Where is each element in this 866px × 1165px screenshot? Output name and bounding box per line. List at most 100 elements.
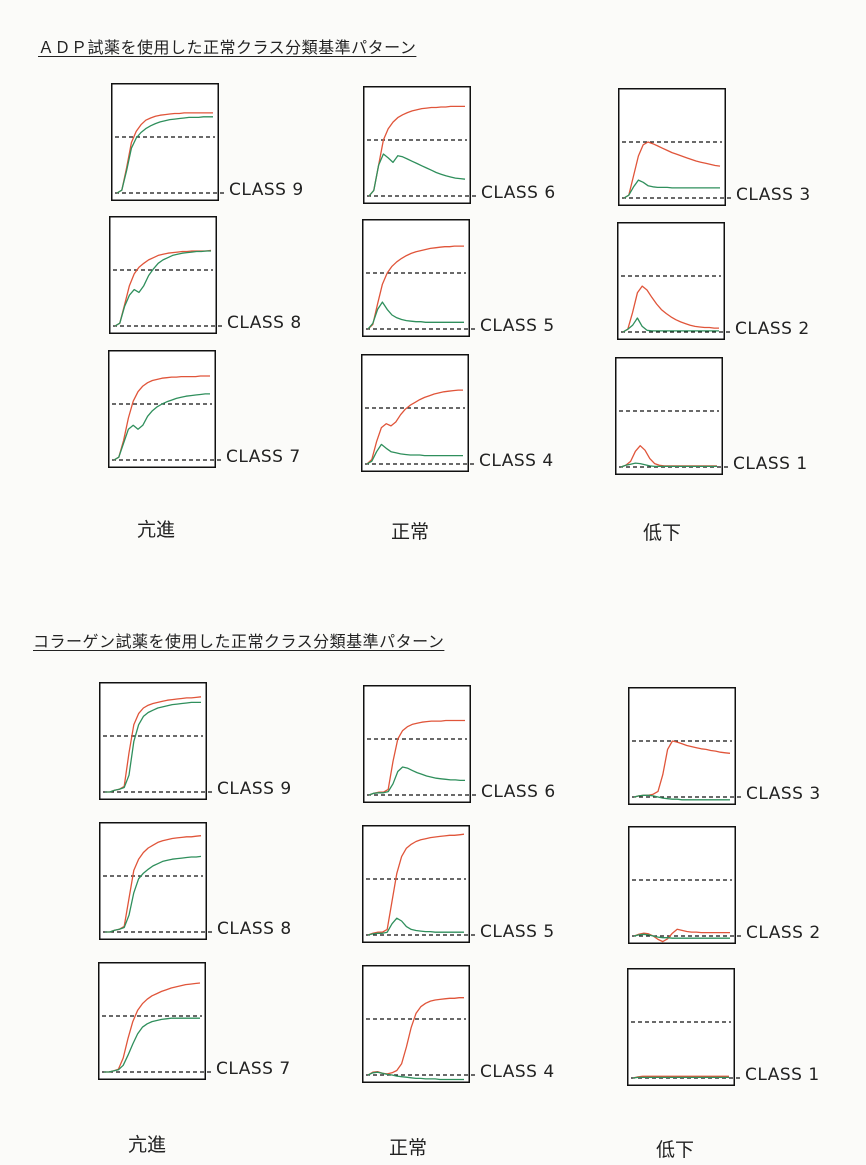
class-label: CLASS 2 <box>735 319 810 339</box>
chart-frame <box>628 687 736 805</box>
adp-col-label-normal: 正常 <box>391 521 430 543</box>
chart-frame <box>363 685 471 803</box>
chart-frame <box>361 354 469 472</box>
collagen-section-title: コラーゲン試薬を使用した正常クラス分類基準パターン <box>33 632 445 651</box>
class-label: CLASS 9 <box>217 779 292 799</box>
chart-frame <box>109 216 217 334</box>
class-label: CLASS 7 <box>216 1059 291 1079</box>
collagen-col-label-low: 低下 <box>656 1139 695 1161</box>
chart-svg <box>98 962 212 1080</box>
chart-frame <box>627 968 735 1086</box>
class-label: CLASS 6 <box>481 782 556 802</box>
chart-panel <box>627 968 741 1086</box>
series-line-green <box>104 1017 200 1073</box>
series-line-green <box>367 301 464 330</box>
chart-svg <box>99 682 213 800</box>
chart-frame <box>99 682 207 800</box>
class-label: CLASS 8 <box>227 313 302 333</box>
series-line-green <box>633 794 730 801</box>
series-line-green <box>367 917 464 936</box>
series-line-green <box>367 1071 464 1081</box>
chart-frame <box>628 826 736 944</box>
chart-panel <box>99 682 213 800</box>
chart-panel <box>363 86 477 204</box>
series-line-green <box>622 317 719 333</box>
series-line-red <box>116 112 213 194</box>
chart-panel <box>109 216 223 334</box>
chart-frame <box>99 822 207 940</box>
chart-frame <box>111 83 219 201</box>
chart-frame <box>618 88 726 206</box>
chart-svg <box>99 822 213 940</box>
series-line-green <box>105 701 201 793</box>
series-line-green <box>366 443 463 465</box>
chart-svg <box>363 86 477 204</box>
class-label: CLASS 1 <box>733 454 808 474</box>
chart-panel <box>111 83 225 201</box>
chart-svg <box>628 687 742 805</box>
chart-svg <box>617 222 731 340</box>
chart-svg <box>362 825 476 943</box>
class-label: CLASS 3 <box>736 185 811 205</box>
chart-panel <box>361 354 475 472</box>
chart-svg <box>362 219 476 337</box>
chart-svg <box>615 357 729 475</box>
class-label: CLASS 5 <box>480 316 555 336</box>
class-label: CLASS 1 <box>745 1065 820 1085</box>
chart-svg <box>108 350 222 468</box>
series-line-green <box>105 855 202 933</box>
chart-panel <box>362 219 476 337</box>
adp-section-title: ＡＤＰ試薬を使用した正常クラス分類基準パターン <box>38 38 417 57</box>
series-line-green <box>114 250 211 327</box>
chart-frame <box>617 222 725 340</box>
series-line-green <box>368 766 465 796</box>
series-line-green <box>113 393 210 461</box>
chart-frame <box>362 965 470 1083</box>
chart-frame <box>362 219 470 337</box>
class-label: CLASS 5 <box>480 922 555 942</box>
chart-frame <box>108 350 216 468</box>
series-line-red <box>367 833 465 936</box>
chart-svg <box>361 354 475 472</box>
series-line-green <box>633 933 730 939</box>
class-label: CLASS 2 <box>746 923 821 943</box>
series-line-green <box>632 1076 729 1079</box>
chart-panel <box>362 965 476 1083</box>
series-line-red <box>622 285 719 333</box>
chart-panel <box>628 687 742 805</box>
class-label: CLASS 7 <box>226 447 301 467</box>
series-line-red <box>113 375 210 461</box>
chart-panel <box>617 222 731 340</box>
chart-frame <box>362 825 470 943</box>
series-line-red <box>623 141 721 199</box>
chart-panel <box>363 685 477 803</box>
chart-panel <box>362 825 476 943</box>
adp-col-label-high: 亢進 <box>137 519 176 541</box>
chart-panel <box>618 88 732 206</box>
class-label: CLASS 4 <box>479 451 554 471</box>
series-line-green <box>620 462 717 468</box>
chart-frame <box>363 86 471 204</box>
chart-svg <box>627 968 741 1086</box>
class-label: CLASS 8 <box>217 919 292 939</box>
series-line-red <box>366 389 463 465</box>
chart-svg <box>111 83 225 201</box>
collagen-col-label-high: 亢進 <box>128 1134 167 1156</box>
chart-frame <box>615 357 723 475</box>
series-line-green <box>623 179 720 199</box>
chart-svg <box>363 685 477 803</box>
series-line-red <box>114 249 212 327</box>
chart-panel <box>99 822 213 940</box>
collagen-col-label-normal: 正常 <box>389 1137 428 1159</box>
series-line-red <box>633 928 730 943</box>
chart-svg <box>109 216 223 334</box>
chart-panel <box>98 962 212 1080</box>
chart-panel <box>108 350 222 468</box>
class-label: CLASS 3 <box>746 784 821 804</box>
class-label: CLASS 4 <box>480 1062 555 1082</box>
class-label: CLASS 9 <box>229 180 304 200</box>
chart-svg <box>618 88 732 206</box>
chart-svg <box>628 826 742 944</box>
series-line-green <box>116 116 213 194</box>
series-line-red <box>368 105 465 197</box>
